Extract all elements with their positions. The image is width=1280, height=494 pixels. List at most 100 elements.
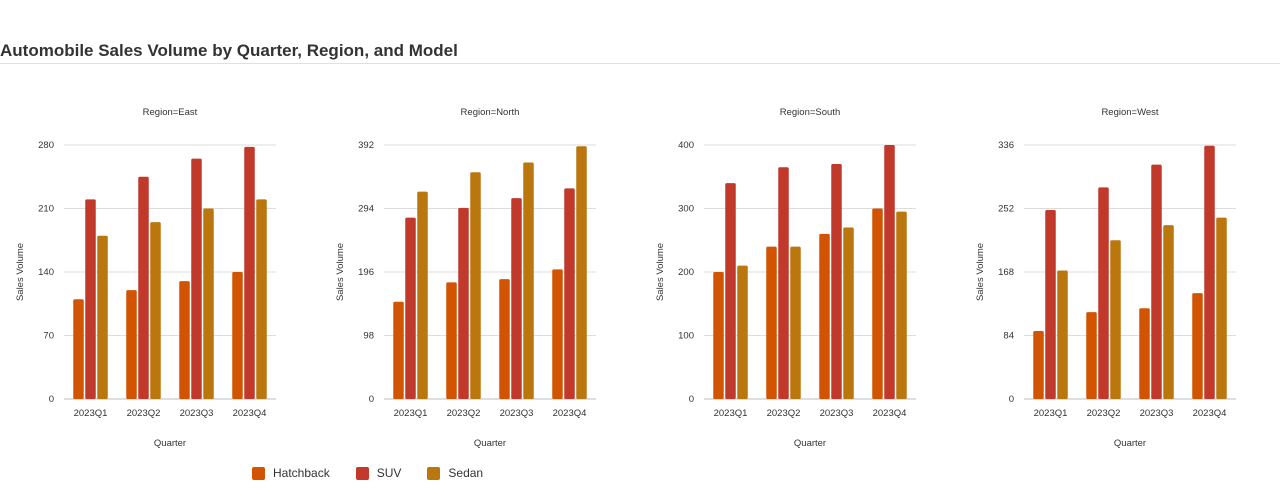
x-tick-label: 2023Q4 xyxy=(553,408,587,419)
bar-hatchback xyxy=(73,299,84,399)
x-tick-label: 2023Q2 xyxy=(447,408,481,419)
bar-hatchback xyxy=(179,281,190,399)
bar-sedan xyxy=(256,199,267,399)
bar-sedan xyxy=(203,208,214,399)
bar-suv xyxy=(1045,210,1056,399)
y-tick-label: 400 xyxy=(678,140,694,151)
legend-swatch-sedan xyxy=(427,466,441,480)
y-axis-title: Sales Volume xyxy=(335,243,346,301)
y-tick-label: 196 xyxy=(358,267,374,278)
x-tick-label: 2023Q1 xyxy=(74,408,108,419)
y-tick-label: 70 xyxy=(43,331,54,342)
y-tick-label: 168 xyxy=(998,267,1014,278)
bar-sedan xyxy=(1216,217,1227,399)
bar-hatchback xyxy=(819,233,830,399)
x-tick-label: 2023Q4 xyxy=(873,408,907,419)
x-axis-title: Quarter xyxy=(794,438,826,449)
bar-suv xyxy=(1098,187,1109,399)
bar-suv xyxy=(191,158,202,399)
bar-suv xyxy=(458,207,469,399)
y-tick-label: 140 xyxy=(38,267,54,278)
facet-title: Region=North xyxy=(461,107,520,118)
bar-suv xyxy=(884,145,895,399)
bar-suv xyxy=(564,188,575,399)
y-tick-label: 98 xyxy=(363,331,374,342)
legend: Hatchback SUV Sedan xyxy=(252,466,509,480)
legend-item-suv[interactable]: SUV xyxy=(355,466,402,480)
title-divider xyxy=(0,63,1280,64)
x-axis-title: Quarter xyxy=(1114,438,1146,449)
y-tick-label: 0 xyxy=(1009,394,1014,405)
bar-hatchback xyxy=(872,208,883,399)
y-tick-label: 252 xyxy=(998,204,1014,215)
page-title: Automobile Sales Volume by Quarter, Regi… xyxy=(0,41,458,60)
y-tick-label: 392 xyxy=(358,140,374,151)
x-axis-title: Quarter xyxy=(474,438,506,449)
x-tick-label: 2023Q2 xyxy=(767,408,801,419)
x-tick-label: 2023Q3 xyxy=(180,408,214,419)
x-tick-label: 2023Q1 xyxy=(1034,408,1068,419)
bar-hatchback xyxy=(232,272,243,399)
bar-suv xyxy=(511,198,522,399)
bar-sedan xyxy=(576,146,587,399)
y-axis-title: Sales Volume xyxy=(15,243,26,301)
bar-sedan xyxy=(523,162,534,399)
bar-sedan xyxy=(97,235,108,399)
x-tick-label: 2023Q2 xyxy=(1087,408,1121,419)
bar-sedan xyxy=(737,265,748,399)
bar-hatchback xyxy=(499,279,510,399)
legend-item-hatchback[interactable]: Hatchback xyxy=(252,466,330,480)
x-tick-label: 2023Q3 xyxy=(1140,408,1174,419)
x-tick-label: 2023Q2 xyxy=(127,408,161,419)
x-tick-label: 2023Q4 xyxy=(233,408,267,419)
y-tick-label: 336 xyxy=(998,140,1014,151)
bar-hatchback xyxy=(126,290,137,399)
bar-sedan xyxy=(470,172,481,399)
facet-title: Region=East xyxy=(143,107,198,118)
bar-suv xyxy=(1151,164,1162,399)
legend-label-hatchback: Hatchback xyxy=(273,466,330,480)
y-axis-title: Sales Volume xyxy=(975,243,986,301)
bar-hatchback xyxy=(552,269,563,399)
legend-label-sedan: Sedan xyxy=(448,466,484,480)
bar-suv xyxy=(405,217,416,399)
bar-sedan xyxy=(417,191,428,399)
bar-sedan xyxy=(843,227,854,399)
x-tick-label: 2023Q3 xyxy=(500,408,534,419)
legend-label-suv: SUV xyxy=(376,466,402,480)
bar-sedan xyxy=(896,211,907,399)
y-tick-label: 300 xyxy=(678,204,694,215)
legend-swatch-hatchback xyxy=(252,466,265,480)
y-tick-label: 84 xyxy=(1003,331,1014,342)
x-tick-label: 2023Q1 xyxy=(714,408,748,419)
bar-sedan xyxy=(150,222,161,399)
y-tick-label: 294 xyxy=(358,204,374,215)
bar-sedan xyxy=(1163,225,1174,399)
bar-suv xyxy=(244,146,255,399)
bar-hatchback xyxy=(393,301,404,399)
bar-suv xyxy=(778,167,789,399)
x-axis-title: Quarter xyxy=(154,438,186,449)
bar-hatchback xyxy=(1192,293,1203,399)
y-axis-title: Sales Volume xyxy=(655,243,666,301)
bar-suv xyxy=(831,164,842,399)
bar-sedan xyxy=(790,246,801,399)
y-tick-label: 280 xyxy=(38,140,54,151)
y-tick-label: 100 xyxy=(678,331,694,342)
y-tick-label: 0 xyxy=(689,394,694,405)
facet-title: Region=West xyxy=(1101,107,1158,118)
y-tick-label: 0 xyxy=(49,394,54,405)
bar-hatchback xyxy=(713,272,724,399)
bar-suv xyxy=(138,176,149,399)
bar-hatchback xyxy=(766,246,777,399)
bar-sedan xyxy=(1057,270,1068,399)
legend-swatch-suv xyxy=(355,466,369,480)
legend-item-sedan[interactable]: Sedan xyxy=(427,466,483,480)
bar-hatchback xyxy=(446,282,457,399)
x-tick-label: 2023Q3 xyxy=(820,408,854,419)
y-tick-label: 0 xyxy=(369,394,374,405)
y-tick-label: 200 xyxy=(678,267,694,278)
bar-hatchback xyxy=(1033,330,1044,399)
y-tick-label: 210 xyxy=(38,204,54,215)
